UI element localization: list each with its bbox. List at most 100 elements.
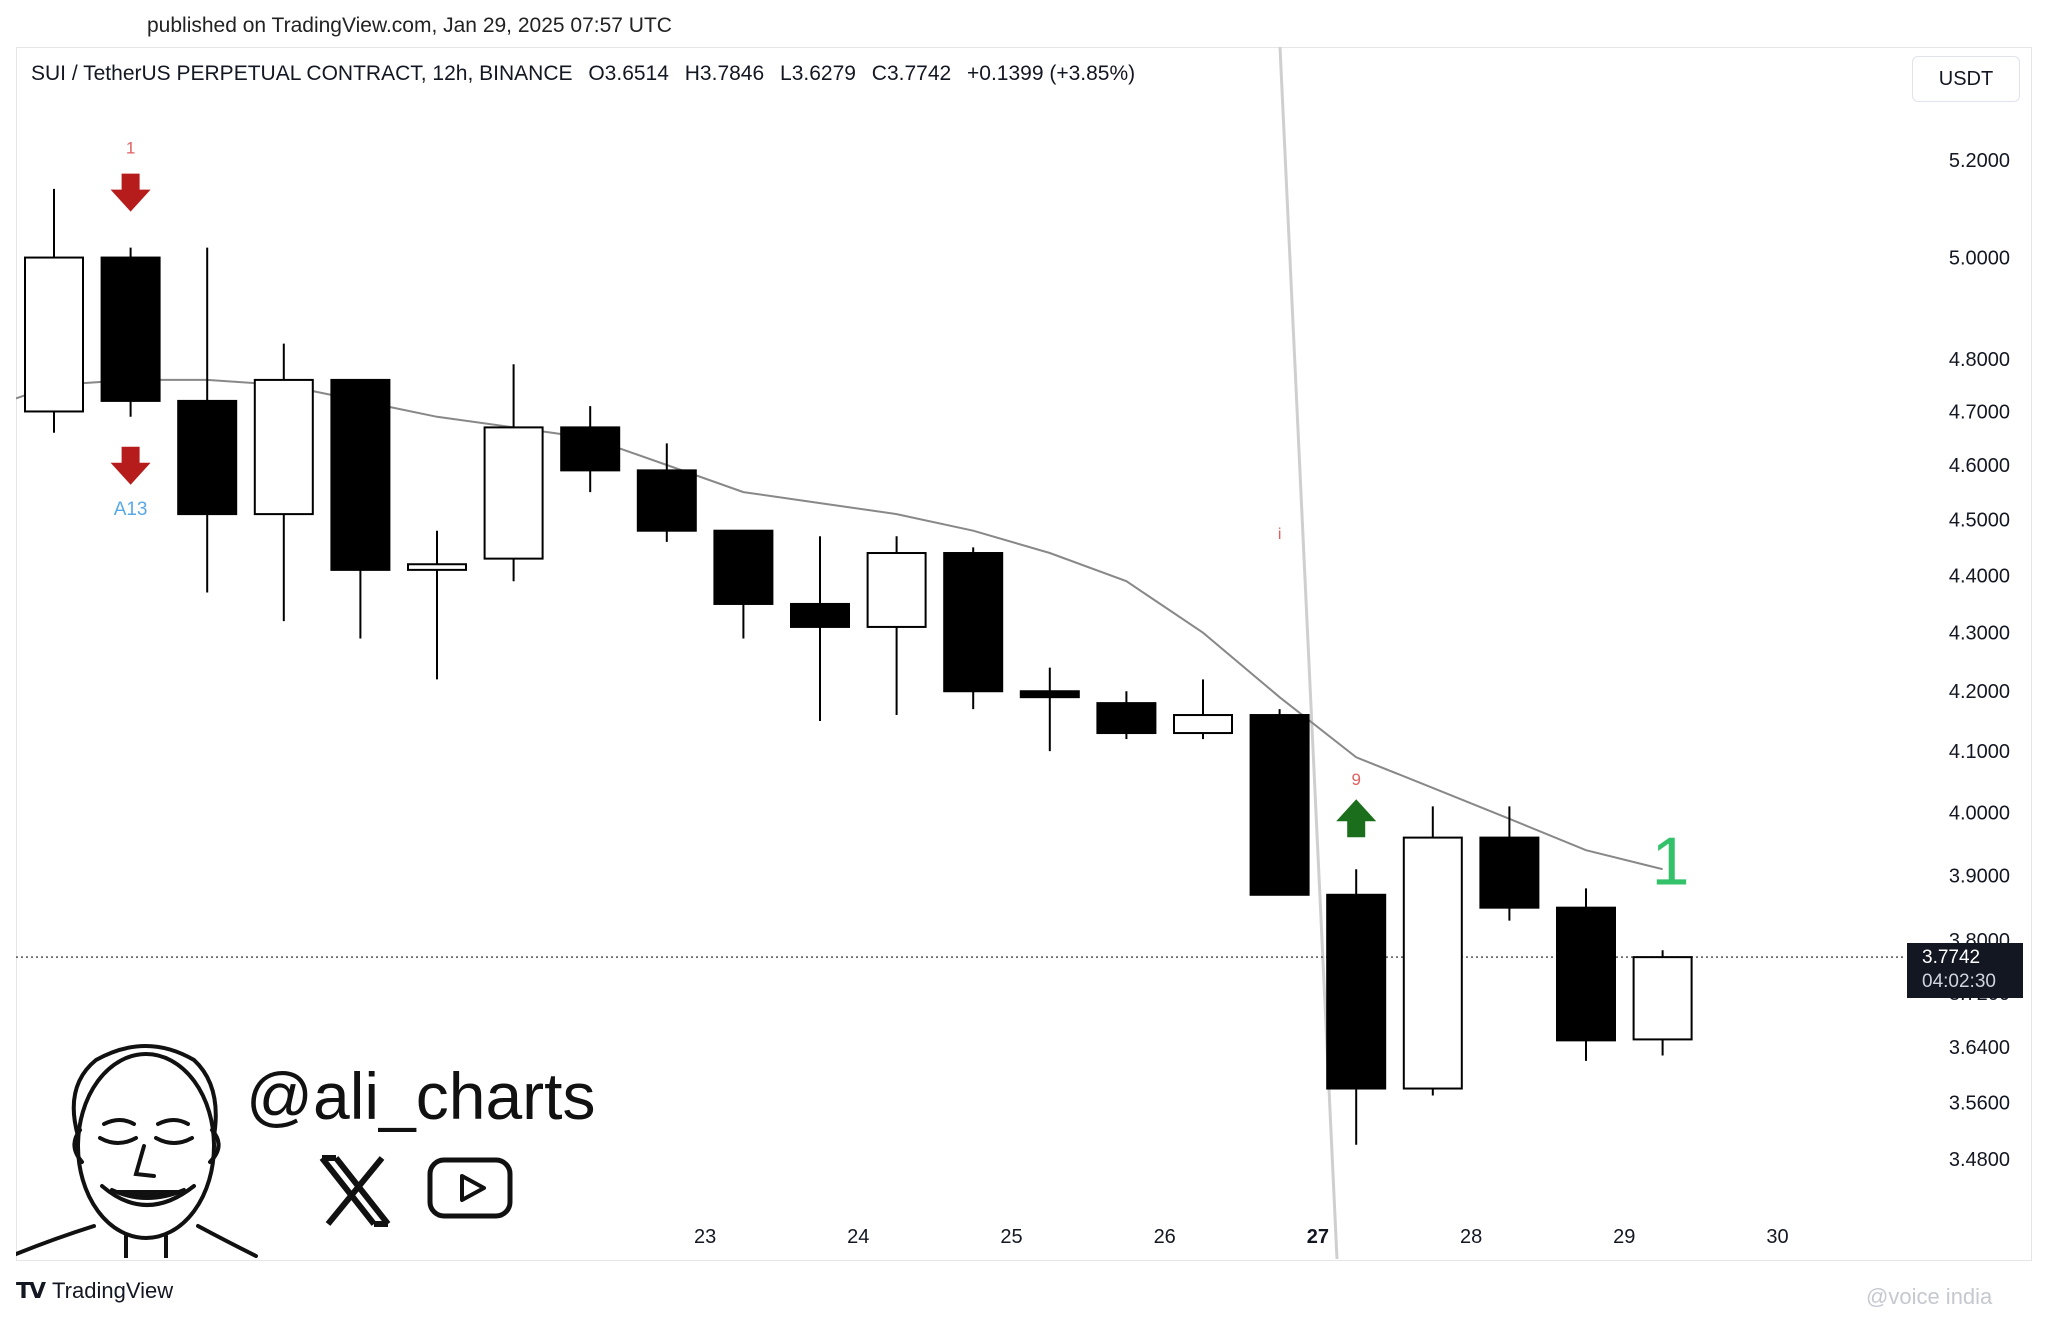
candle-4 [253, 343, 314, 622]
candle-body [866, 552, 927, 628]
buy-arrow-icon [1336, 799, 1377, 838]
candle-body [1173, 714, 1233, 735]
published-note: published on TradingView.com, Jan 29, 20… [147, 14, 672, 37]
candle-18 [1326, 869, 1387, 1145]
candle-19 [1402, 806, 1463, 1096]
source-credit: @voice india [1866, 1284, 1993, 1309]
price-tick-label: 4.0000 [1949, 803, 2010, 825]
candle-17 [1249, 709, 1310, 896]
ohlc-open: O3.6514 [588, 62, 669, 85]
candle-1 [24, 188, 84, 433]
tradingview-logo-icon: 𝗧𝗩 [16, 1278, 46, 1303]
candle-body [1479, 836, 1540, 909]
candle-body [1326, 893, 1387, 1090]
author-handle: @ali_charts [246, 1059, 596, 1133]
price-tick-label: 4.2000 [1949, 681, 2010, 703]
candle-body [1556, 906, 1616, 1042]
date-tick-label: 25 [1000, 1226, 1022, 1248]
marker-count-label: 1 [1652, 823, 1690, 899]
sell-arrow-icon [110, 173, 151, 212]
candle-body [1632, 956, 1693, 1041]
youtube-play-icon [427, 1157, 513, 1219]
date-tick-label: 30 [1766, 1226, 1788, 1248]
date-tick-label: 29 [1613, 1226, 1635, 1248]
candle-15 [1096, 691, 1157, 740]
candle-7 [483, 364, 544, 582]
price-tick-label: 4.7000 [1949, 401, 2010, 423]
date-tick-label: 24 [847, 1226, 869, 1248]
price-tick-label: 4.5000 [1949, 510, 2010, 532]
x-logo-icon [319, 1155, 391, 1227]
candle-22 [1632, 950, 1693, 1056]
candles-layer [24, 188, 1693, 1145]
last-price-label: 3.7742 04:02:30 [1907, 943, 2023, 998]
candle-12 [866, 536, 927, 716]
price-tick-label: 3.9000 [1949, 866, 2010, 888]
author-watermark [16, 1044, 513, 1258]
price-tick-label: 3.5600 [1949, 1092, 2010, 1114]
marker-label: 9 [1351, 770, 1360, 789]
date-tick-label: 28 [1460, 1226, 1482, 1248]
time-axis: 23 24 25 26 27 28 29 30 [694, 1226, 1789, 1248]
candle-10 [713, 529, 774, 639]
currency-button[interactable]: USDT [1912, 56, 2020, 102]
price-tick-label: 3.6400 [1949, 1037, 2010, 1059]
candle-body [1249, 714, 1310, 896]
last-price-value: 3.7742 [1922, 947, 1981, 968]
marker-label: i [1278, 526, 1282, 543]
candle-body [330, 378, 391, 571]
ohlc-high: H3.7846 [684, 62, 765, 85]
candle-body [100, 256, 161, 402]
sell-arrow-icon [110, 446, 151, 485]
candle-21 [1556, 888, 1616, 1061]
tradingview-brand-label: TradingView [52, 1278, 174, 1303]
symbol-name: SUI / TetherUS PERPETUAL CONTRACT, 12h, … [31, 62, 573, 85]
cartoon-face-avatar [16, 1044, 258, 1258]
markers-layer: 1 A13 i 9 1 [110, 139, 1690, 899]
ohlc-change: +0.1399 (+3.85%) [967, 62, 1136, 85]
candle-body [24, 256, 84, 413]
candle-body [253, 378, 314, 516]
date-tick-label: 23 [694, 1226, 716, 1248]
candle-body [560, 426, 621, 472]
candle-5 [330, 378, 391, 639]
candle-body [713, 529, 774, 605]
date-tick-label: 27 [1307, 1226, 1329, 1248]
candle-body [177, 399, 238, 516]
candle-body [790, 602, 850, 628]
date-tick-label: 26 [1154, 1226, 1176, 1248]
candle-16 [1173, 679, 1233, 740]
candle-body [1096, 702, 1157, 735]
price-tick-label: 4.8000 [1949, 349, 2010, 371]
price-tick-label: 4.4000 [1949, 566, 2010, 588]
candle-13 [943, 547, 1004, 710]
marker-label: A13 [114, 499, 148, 520]
chart-frame [16, 47, 2032, 1261]
candle-8 [560, 406, 621, 493]
price-tick-label: 5.0000 [1949, 248, 2010, 270]
price-axis: 5.2000 5.0000 4.8000 4.7000 4.6000 4.5000 4.40… [1949, 150, 2010, 1171]
candle-9 [636, 443, 697, 542]
price-tick-label: 5.2000 [1949, 150, 2010, 172]
ohlc-close: C3.7742 [871, 62, 952, 85]
marker-label: 1 [126, 139, 135, 158]
price-tick-label: 4.3000 [1949, 623, 2010, 645]
candle-14 [1019, 667, 1080, 752]
candle-11 [790, 536, 850, 722]
price-tick-label: 4.6000 [1949, 455, 2010, 477]
candle-countdown: 04:02:30 [1922, 971, 1996, 992]
price-tick-label: 3.4800 [1949, 1149, 2010, 1171]
candle-6 [407, 530, 467, 680]
ohlc-low: L3.6279 [780, 62, 856, 85]
symbol-legend: SUI / TetherUS PERPETUAL CONTRACT, 12h, … [31, 62, 1145, 86]
candle-body [483, 426, 544, 560]
price-chart[interactable]: 1 A13 i 9 1 5.2000 5.0000 4.8000 4.7000 4.6000 4.… [16, 47, 2030, 1259]
candle-body [407, 563, 467, 571]
tradingview-brand[interactable]: 𝗧𝗩 TradingView [16, 1278, 173, 1304]
candle-3 [177, 247, 238, 593]
candle-2 [100, 247, 161, 417]
candle-body [943, 552, 1004, 693]
price-tick-label: 4.1000 [1949, 741, 2010, 763]
candle-body [1402, 836, 1463, 1090]
candle-body [636, 469, 697, 532]
